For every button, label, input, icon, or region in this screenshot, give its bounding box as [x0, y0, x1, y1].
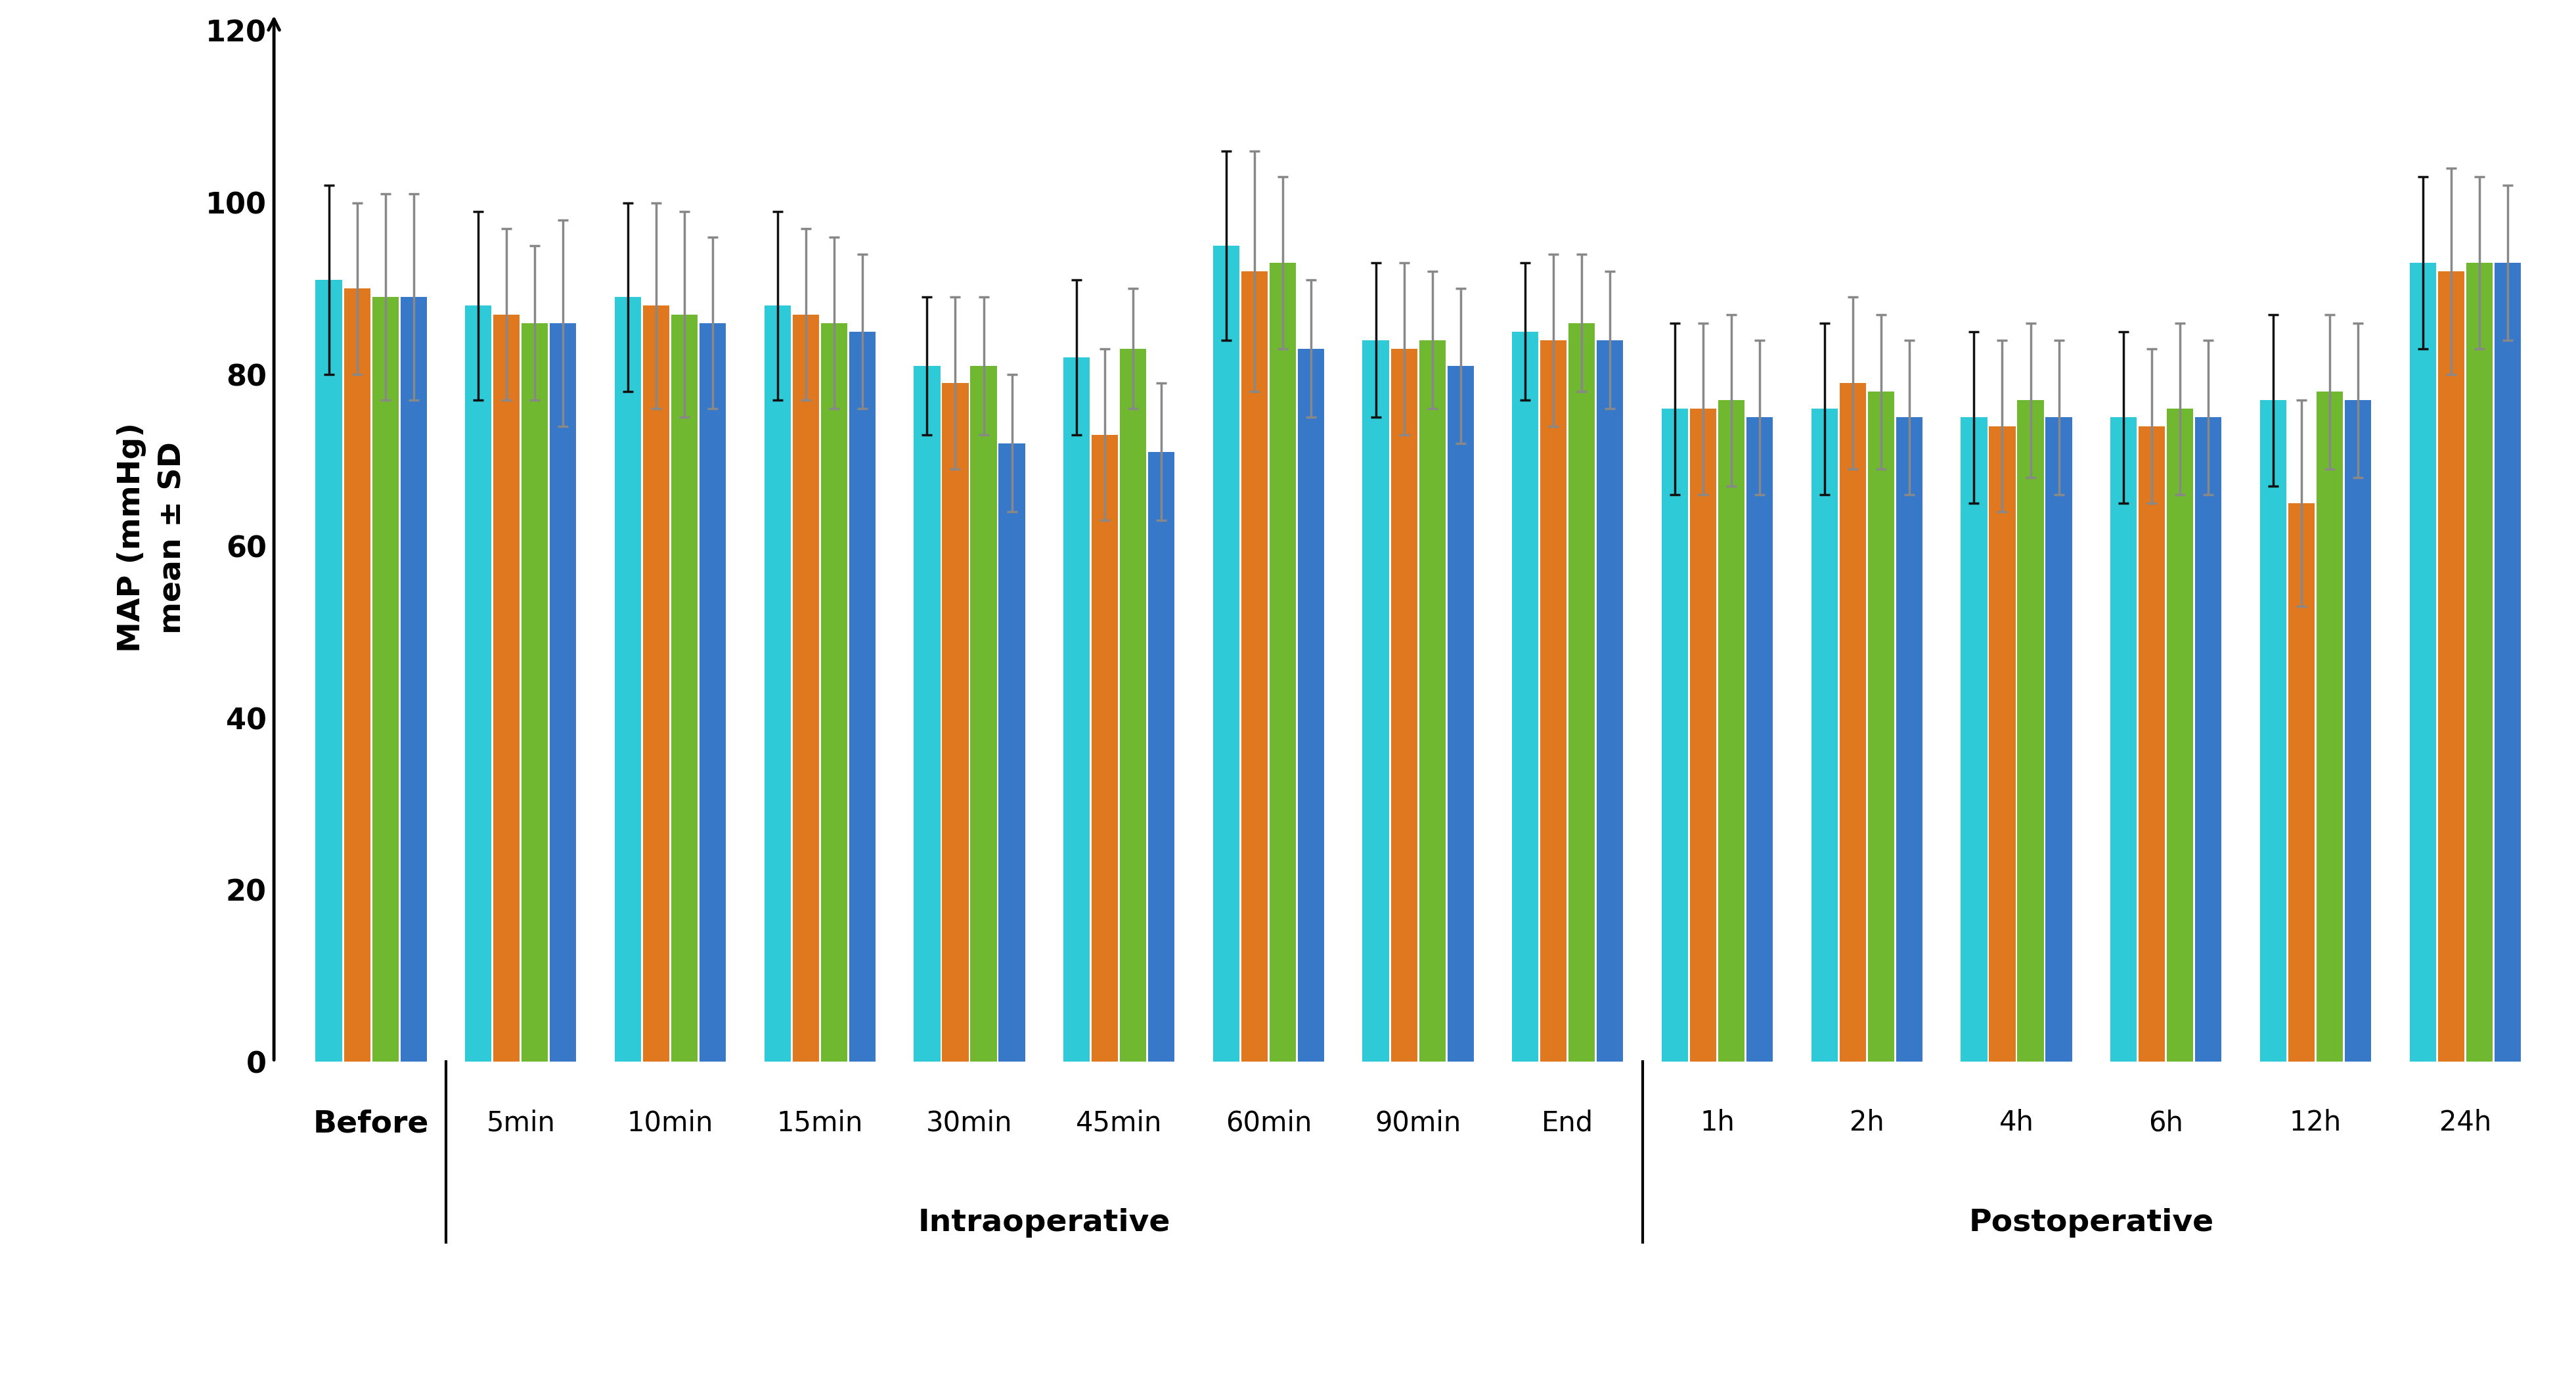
Bar [2195, 417, 2221, 1062]
Bar [1989, 427, 2014, 1062]
Bar [371, 297, 399, 1062]
Bar [1747, 417, 1772, 1062]
Bar [1363, 340, 1388, 1062]
Bar [2259, 400, 2287, 1062]
Bar [2017, 400, 2043, 1062]
Bar [466, 305, 492, 1062]
Bar [1149, 452, 1175, 1062]
Bar [1662, 408, 1687, 1062]
Bar [2045, 417, 2071, 1062]
Bar [1092, 435, 1118, 1062]
Bar [343, 289, 371, 1062]
Text: 15min: 15min [778, 1110, 863, 1136]
Bar [1896, 417, 1922, 1062]
Text: 24h: 24h [2439, 1110, 2491, 1136]
Bar [2287, 503, 2316, 1062]
Bar [644, 305, 670, 1062]
Text: 60min: 60min [1226, 1110, 1311, 1136]
Bar [1448, 365, 1473, 1062]
Bar [1270, 263, 1296, 1062]
Bar [2465, 263, 2494, 1062]
Bar [1960, 417, 1986, 1062]
Bar [1064, 357, 1090, 1062]
Bar [2494, 263, 2522, 1062]
Bar [850, 332, 876, 1062]
Text: 90min: 90min [1376, 1110, 1461, 1136]
Y-axis label: MAP (mmHg)
mean ± SD: MAP (mmHg) mean ± SD [116, 422, 188, 652]
Bar [2316, 392, 2342, 1062]
Bar [1690, 408, 1716, 1062]
Bar [399, 297, 428, 1062]
Text: Postoperative: Postoperative [1968, 1207, 2213, 1238]
Bar [822, 323, 848, 1062]
Bar [1597, 340, 1623, 1062]
Bar [793, 315, 819, 1062]
Bar [1540, 340, 1566, 1062]
Bar [317, 280, 343, 1062]
Bar [914, 365, 940, 1062]
Text: 12h: 12h [2290, 1110, 2342, 1136]
Bar [2437, 272, 2465, 1062]
Bar [765, 305, 791, 1062]
Bar [1512, 332, 1538, 1062]
Text: 45min: 45min [1077, 1110, 1162, 1136]
Bar [549, 323, 577, 1062]
Bar [523, 323, 549, 1062]
Bar [2110, 417, 2136, 1062]
Bar [1868, 392, 1893, 1062]
Bar [1419, 340, 1445, 1062]
Text: 5min: 5min [487, 1110, 556, 1136]
Text: Intraoperative: Intraoperative [917, 1207, 1170, 1238]
Bar [1839, 383, 1865, 1062]
Bar [672, 315, 698, 1062]
Text: 4h: 4h [1999, 1110, 2035, 1136]
Bar [971, 365, 997, 1062]
Bar [943, 383, 969, 1062]
Text: 30min: 30min [927, 1110, 1012, 1136]
Bar [701, 323, 726, 1062]
Bar [1391, 348, 1417, 1062]
Bar [1121, 348, 1146, 1062]
Bar [2409, 263, 2437, 1062]
Text: 10min: 10min [626, 1110, 714, 1136]
Bar [1811, 408, 1837, 1062]
Bar [1298, 348, 1324, 1062]
Bar [999, 443, 1025, 1062]
Text: 6h: 6h [2148, 1110, 2184, 1136]
Bar [1718, 400, 1744, 1062]
Bar [2344, 400, 2370, 1062]
Bar [1213, 245, 1239, 1062]
Text: 2h: 2h [1850, 1110, 1883, 1136]
Bar [2166, 408, 2192, 1062]
Bar [1569, 323, 1595, 1062]
Text: 1h: 1h [1700, 1110, 1734, 1136]
Bar [616, 297, 641, 1062]
Bar [495, 315, 520, 1062]
Text: End: End [1540, 1110, 1595, 1136]
Text: Before: Before [314, 1110, 430, 1139]
Bar [1242, 272, 1267, 1062]
Bar [2138, 427, 2164, 1062]
